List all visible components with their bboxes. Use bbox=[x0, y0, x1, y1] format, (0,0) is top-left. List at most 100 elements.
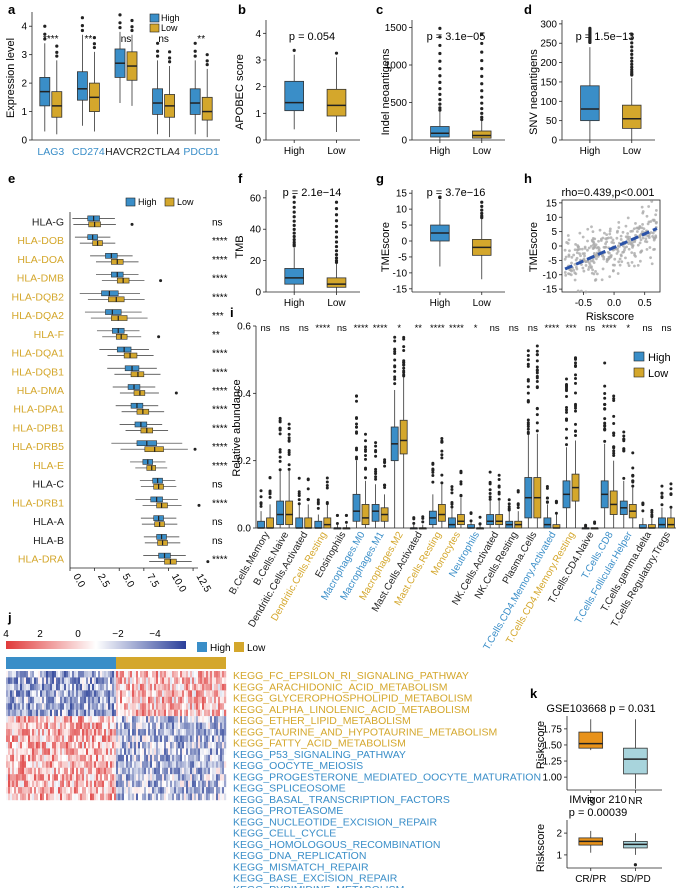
scatter-point bbox=[626, 261, 630, 265]
heatmap-cell bbox=[98, 735, 101, 743]
x-tick-label: R bbox=[587, 796, 594, 807]
heatmap-cell bbox=[92, 767, 95, 775]
heatmap-cell bbox=[124, 754, 127, 762]
heatmap-cell bbox=[184, 703, 187, 710]
heatmap-cell bbox=[212, 709, 215, 717]
high-outlier bbox=[278, 459, 282, 463]
heatmap-cell bbox=[148, 787, 151, 794]
heatmap-cell bbox=[112, 729, 115, 736]
heatmap-cell bbox=[50, 677, 53, 685]
heatmap-cell bbox=[220, 780, 223, 788]
low-outlier bbox=[383, 464, 387, 468]
heatmap-cell bbox=[26, 735, 29, 743]
heatmap-cell bbox=[180, 690, 183, 697]
heatmap-cell bbox=[176, 729, 179, 736]
heatmap-cell bbox=[148, 767, 151, 775]
gene-label: HLA-F bbox=[34, 329, 64, 341]
heatmap-cell bbox=[178, 787, 181, 794]
heatmap-cell bbox=[198, 741, 201, 749]
low-outlier bbox=[92, 42, 96, 46]
heatmap-cell bbox=[214, 787, 217, 794]
heatmap-cell bbox=[158, 690, 161, 697]
heatmap-cell bbox=[128, 735, 131, 743]
scatter-point bbox=[605, 233, 609, 237]
heatmap-cell bbox=[170, 761, 173, 768]
heatmap-cell bbox=[212, 780, 215, 788]
heatmap-cell bbox=[114, 735, 117, 743]
heatmap-cell bbox=[148, 748, 151, 756]
low-outlier bbox=[612, 454, 616, 458]
low-outlier bbox=[497, 473, 501, 477]
low-outlier bbox=[402, 349, 406, 353]
heatmap-cell bbox=[114, 741, 117, 749]
heatmap-cell bbox=[66, 761, 69, 768]
heatmap-cell bbox=[198, 774, 201, 781]
heatmap-cell bbox=[204, 787, 207, 794]
heatmap-cell bbox=[104, 722, 107, 730]
heatmap-cell bbox=[24, 754, 27, 762]
heatmap-cell bbox=[90, 748, 93, 756]
heatmap-cell bbox=[82, 741, 85, 749]
heatmap-cell bbox=[24, 690, 27, 697]
y-tick-label: 0.2 bbox=[237, 456, 251, 467]
heatmap-cell bbox=[106, 677, 109, 685]
scatter-point bbox=[579, 254, 582, 258]
heatmap-cell bbox=[90, 690, 93, 697]
heatmap-cell bbox=[120, 683, 123, 691]
heatmap-cell bbox=[118, 671, 121, 678]
heatmap-cell bbox=[40, 780, 43, 788]
significance-label: **** bbox=[212, 292, 228, 303]
heatmap-cell bbox=[144, 729, 147, 736]
heatmap-cell bbox=[90, 787, 93, 794]
heatmap-cell bbox=[184, 761, 187, 768]
heatmap-cell bbox=[52, 671, 55, 678]
heatmap-cell bbox=[58, 696, 61, 704]
heatmap-cell bbox=[196, 677, 199, 685]
significance-label: ** bbox=[212, 330, 220, 341]
heatmap-cell bbox=[122, 741, 125, 749]
heatmap-cell bbox=[88, 696, 91, 704]
panel-k2-subtitle: p = 0.00039 bbox=[569, 807, 627, 819]
heatmap-cell bbox=[170, 741, 173, 749]
high-outlier bbox=[565, 410, 568, 414]
heatmap-cell bbox=[182, 683, 185, 691]
heatmap-cell bbox=[38, 690, 41, 697]
heatmap-cell bbox=[126, 709, 129, 717]
heatmap-cell bbox=[54, 780, 57, 788]
high-outlier bbox=[278, 416, 282, 420]
heatmap-cell bbox=[200, 716, 203, 723]
heatmap-cell bbox=[60, 696, 63, 704]
heatmap-cell bbox=[98, 774, 101, 781]
low-box bbox=[609, 490, 618, 515]
heatmap-cell bbox=[64, 754, 67, 762]
heatmap-cell bbox=[160, 754, 163, 762]
heatmap-cell bbox=[42, 735, 45, 743]
heatmap-cell bbox=[156, 690, 159, 697]
heatmap-cell bbox=[166, 754, 169, 762]
heatmap-cell bbox=[60, 677, 63, 685]
heatmap-cell bbox=[92, 793, 95, 801]
heatmap-cell bbox=[22, 735, 25, 743]
heatmap-cell bbox=[192, 696, 195, 704]
scatter-point bbox=[619, 238, 623, 241]
significance-label: ns bbox=[212, 480, 223, 491]
heatmap-cell bbox=[60, 671, 63, 678]
heatmap-cell bbox=[78, 696, 81, 704]
low-outlier bbox=[612, 449, 616, 453]
heatmap-cell bbox=[48, 793, 51, 801]
heatmap-cell bbox=[90, 709, 93, 717]
heatmap-cell bbox=[10, 709, 13, 717]
heatmap-cell bbox=[34, 690, 37, 697]
heatmap-cell bbox=[192, 754, 195, 762]
heatmap-cell bbox=[48, 716, 51, 723]
heatmap-cell bbox=[176, 767, 179, 775]
gene-label: HLA-C bbox=[32, 479, 64, 491]
heatmap-cell bbox=[18, 748, 21, 756]
low-outlier bbox=[554, 511, 558, 515]
heatmap-cell bbox=[84, 677, 87, 685]
heatmap-cell bbox=[186, 780, 189, 788]
heatmap-cell bbox=[94, 754, 97, 762]
heatmap-cell bbox=[218, 774, 221, 781]
heatmap-cell bbox=[120, 787, 123, 794]
heatmap-cell bbox=[222, 696, 225, 704]
